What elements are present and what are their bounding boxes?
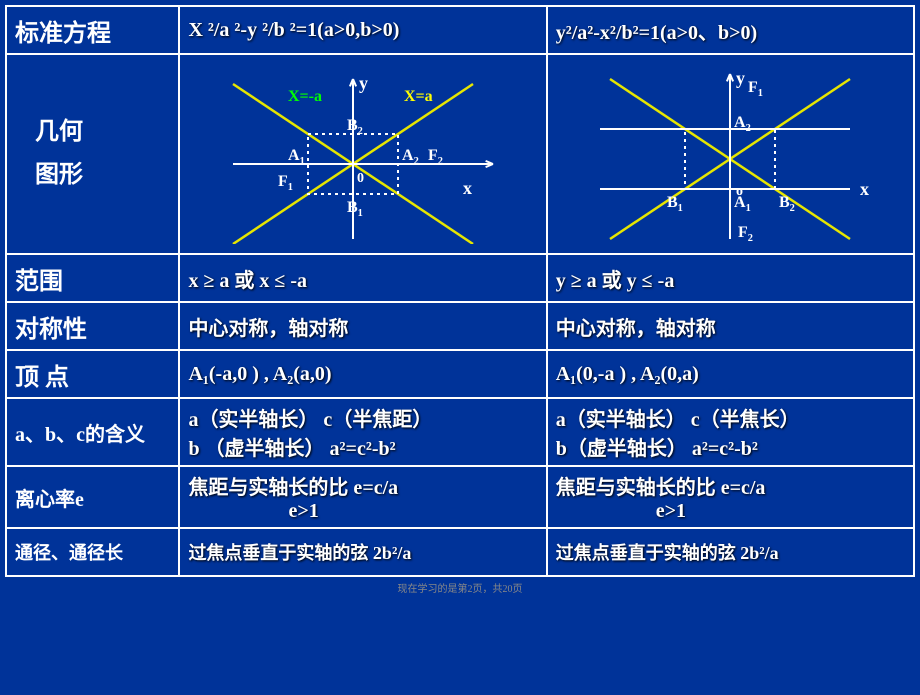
abc-h-l2: b （虚半轴长） a²=c²-b² [188, 438, 395, 460]
label-latus: 通径、通径长 [6, 528, 179, 576]
svg-text:x: x [463, 178, 472, 198]
label-equation: 标准方程 [6, 6, 179, 54]
ecc-h-l2: e>1 [188, 500, 318, 522]
svg-text:0: 0 [357, 171, 364, 186]
label-abc: a、b、c的含义 [6, 398, 179, 466]
hyperbola-properties-table: 标准方程 X ²/a ²-y ²/b ²=1(a>0,b>0) y²/a²-x²… [5, 5, 915, 577]
row-abc: a、b、c的含义 a（实半轴长） c（半焦距） b （虚半轴长） a²=c²-b… [6, 398, 914, 466]
sym-h: 中心对称，轴对称 [179, 302, 546, 350]
label-range: 范围 [6, 254, 179, 302]
range-v: y ≥ a 或 y ≤ -a [547, 254, 914, 302]
row-vertex: 顶 点 A₁(-a,0 ) , A₂(a,0) A₁(0,-a ) , A₂(0… [6, 350, 914, 398]
svg-text:y: y [736, 68, 745, 88]
ecc-h-l1: 焦距与实轴长的比 e=c/a [188, 477, 398, 499]
row-geometry: 几何 图形 yx0X=-aX=aA1A2B2B1F1F2 yxoA2A1B1B2… [6, 54, 914, 254]
svg-text:A1: A1 [734, 194, 751, 214]
row-symmetry: 对称性 中心对称，轴对称 中心对称，轴对称 [6, 302, 914, 350]
page-footer: 现在学习的是第2页，共20页 [0, 580, 920, 595]
abc-h: a（实半轴长） c（半焦距） b （虚半轴长） a²=c²-b² [179, 398, 546, 466]
svg-text:F1: F1 [278, 173, 293, 193]
svg-text:A2: A2 [734, 114, 751, 134]
row-eccentricity: 离心率e 焦距与实轴长的比 e=c/a e>1 焦距与实轴长的比 e=c/a e… [6, 466, 914, 528]
row-range: 范围 x ≥ a 或 x ≤ -a y ≥ a 或 y ≤ -a [6, 254, 914, 302]
ecc-h: 焦距与实轴长的比 e=c/a e>1 [179, 466, 546, 528]
svg-text:X=-a: X=-a [288, 88, 322, 105]
svg-text:y: y [359, 73, 368, 93]
diagram-vertical: yxoA2A1B1B2F1F2 [560, 64, 900, 244]
svg-text:X=a: X=a [404, 88, 433, 105]
sym-v: 中心对称，轴对称 [547, 302, 914, 350]
svg-text:B1: B1 [667, 194, 683, 214]
vertex-h: A₁(-a,0 ) , A₂(a,0) [179, 350, 546, 398]
row-equation: 标准方程 X ²/a ²-y ²/b ²=1(a>0,b>0) y²/a²-x²… [6, 6, 914, 54]
ecc-v-l2: e>1 [556, 500, 686, 522]
diagram-horizontal: yx0X=-aX=aA1A2B2B1F1F2 [193, 64, 533, 244]
svg-text:F1: F1 [748, 79, 763, 99]
range-h: x ≥ a 或 x ≤ -a [179, 254, 546, 302]
label-geom-l1: 几何 [35, 119, 83, 145]
ecc-v: 焦距与实轴长的比 e=c/a e>1 [547, 466, 914, 528]
svg-text:B1: B1 [347, 199, 363, 219]
svg-text:B2: B2 [347, 117, 363, 137]
diagram-horizontal-cell: yx0X=-aX=aA1A2B2B1F1F2 [179, 54, 546, 254]
latus-v: 过焦点垂直于实轴的弦 2b²/a [547, 528, 914, 576]
eq-horizontal: X ²/a ²-y ²/b ²=1(a>0,b>0) [179, 6, 546, 54]
abc-v: a（实半轴长） c（半焦长） b（虚半轴长） a²=c²-b² [547, 398, 914, 466]
diagram-vertical-cell: yxoA2A1B1B2F1F2 [547, 54, 914, 254]
svg-text:x: x [860, 179, 869, 199]
abc-h-l1: a（实半轴长） c（半焦距） [188, 409, 432, 431]
label-geom-l2: 图形 [35, 162, 83, 188]
eq-vertical: y²/a²-x²/b²=1(a>0、b>0) [547, 6, 914, 54]
label-ecc: 离心率e [6, 466, 179, 528]
vertex-v: A₁(0,-a ) , A₂(0,a) [547, 350, 914, 398]
ecc-v-l1: 焦距与实轴长的比 e=c/a [556, 477, 766, 499]
label-vertex: 顶 点 [6, 350, 179, 398]
svg-text:F2: F2 [738, 224, 753, 244]
row-latus: 通径、通径长 过焦点垂直于实轴的弦 2b²/a 过焦点垂直于实轴的弦 2b²/a [6, 528, 914, 576]
abc-v-l1: a（实半轴长） c（半焦长） [556, 409, 800, 431]
label-geometry: 几何 图形 [6, 54, 179, 254]
latus-h: 过焦点垂直于实轴的弦 2b²/a [179, 528, 546, 576]
label-sym: 对称性 [6, 302, 179, 350]
svg-text:B2: B2 [779, 194, 795, 214]
abc-v-l2: b（虚半轴长） a²=c²-b² [556, 438, 758, 460]
